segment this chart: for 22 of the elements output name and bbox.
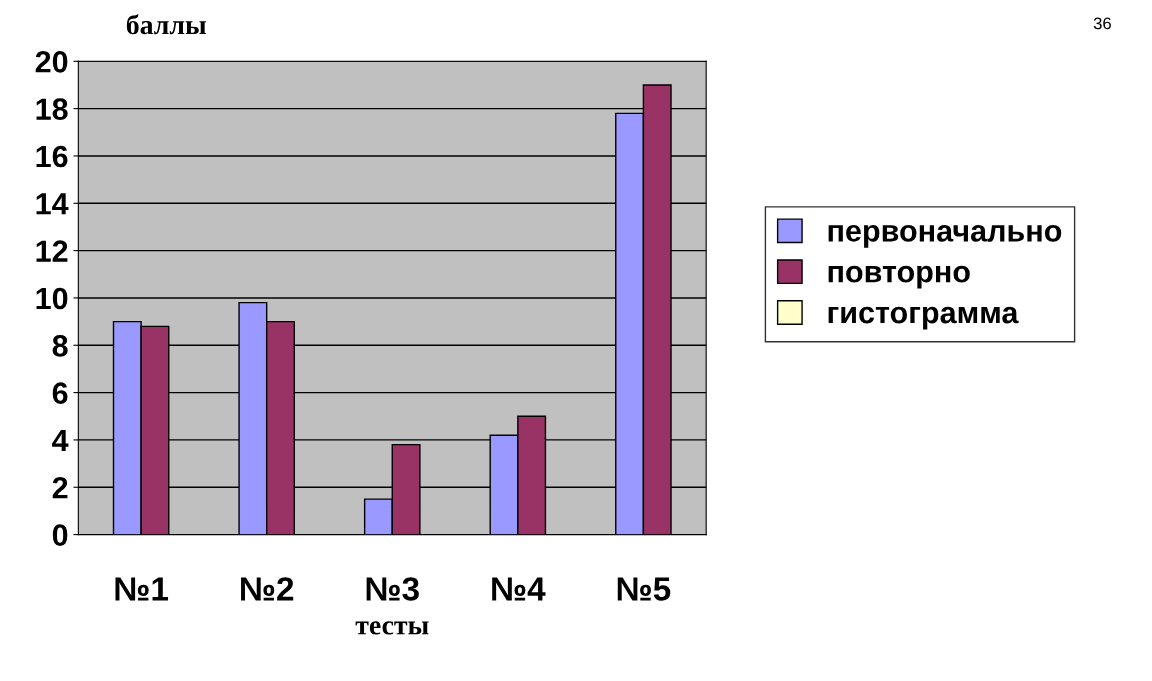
y-tick-label: 8 — [52, 335, 68, 357]
x-axis-title: тесты — [355, 621, 429, 635]
y-tick-label: 12 — [36, 240, 68, 262]
y-tick-label: 6 — [52, 382, 68, 404]
x-tick-label: №2 — [241, 577, 294, 601]
y-axis-title: баллы — [126, 14, 206, 35]
x-tick-label: №1 — [115, 577, 169, 601]
legend-label: первоначально — [828, 224, 1062, 248]
y-tick-label: 2 — [52, 476, 68, 499]
x-tick-label: №3 — [366, 577, 419, 601]
legend-label: повторно — [828, 265, 970, 289]
y-tick-label: 10 — [36, 287, 68, 310]
x-tick-label: №5 — [617, 577, 671, 601]
legend-label: гистограмма — [828, 306, 1019, 330]
y-tick-label: 4 — [52, 429, 69, 451]
y-tick-label: 18 — [36, 98, 68, 120]
y-tick-label: 16 — [36, 145, 68, 168]
y-tick-label: 14 — [36, 193, 69, 215]
y-tick-label: 20 — [35, 51, 68, 73]
x-tick-label: №4 — [492, 577, 546, 601]
text: 36 — [1093, 17, 1111, 30]
y-tick-label: 0 — [52, 524, 68, 546]
